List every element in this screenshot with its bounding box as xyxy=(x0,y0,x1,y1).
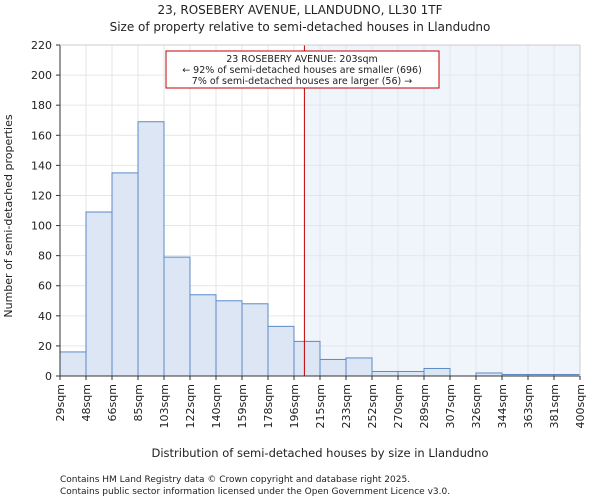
annotation-line-3: 7% of semi-detached houses are larger (5… xyxy=(192,76,412,87)
x-tick-label: 178sqm xyxy=(262,384,275,428)
x-tick-label: 85sqm xyxy=(132,384,145,421)
x-axis-label: Distribution of semi-detached houses by … xyxy=(151,446,488,460)
annotation-line-1: 23 ROSEBERY AVENUE: 203sqm xyxy=(226,54,378,65)
x-tick-label: 307sqm xyxy=(444,384,457,428)
x-tick-label: 159sqm xyxy=(236,384,249,428)
y-tick-label: 140 xyxy=(31,159,52,172)
bar-215sqm xyxy=(319,358,347,377)
x-tick-label: 103sqm xyxy=(158,384,171,428)
x-tick-label: 215sqm xyxy=(314,384,327,428)
bar-178sqm xyxy=(267,325,295,377)
y-tick-label: 100 xyxy=(31,220,52,233)
bar-85sqm xyxy=(137,121,165,377)
x-tick-label: 48sqm xyxy=(80,384,93,421)
y-tick-label: 80 xyxy=(38,250,52,263)
x-tick-label: 122sqm xyxy=(184,384,197,428)
bar-122sqm xyxy=(189,294,217,377)
x-tick-label: 29sqm xyxy=(54,384,67,421)
annotation-box xyxy=(165,50,440,89)
x-tick-label: 344sqm xyxy=(496,384,509,428)
bar-140sqm xyxy=(215,300,243,377)
y-tick-label: 180 xyxy=(31,99,52,112)
y-axis-label: Number of semi-detached properties xyxy=(2,114,15,317)
x-tick-label: 233sqm xyxy=(340,384,353,428)
chart-title: 23, ROSEBERY AVENUE, LLANDUDNO, LL30 1TF xyxy=(157,3,442,17)
x-tick-label: 289sqm xyxy=(418,384,431,428)
y-tick-label: 200 xyxy=(31,69,52,82)
x-tick-label: 381sqm xyxy=(548,384,561,428)
y-tick-label: 160 xyxy=(31,129,52,142)
bar-29sqm xyxy=(59,351,87,377)
larger-region-shade xyxy=(304,45,580,376)
annotation-line-2: ← 92% of semi-detached houses are smalle… xyxy=(182,65,422,76)
bar-270sqm xyxy=(397,370,425,377)
bar-66sqm xyxy=(111,172,139,377)
chart-subtitle: Size of property relative to semi-detach… xyxy=(110,20,491,34)
footer-line-2: Contains public sector information licen… xyxy=(60,487,450,497)
x-tick-label: 363sqm xyxy=(522,384,535,428)
bar-159sqm xyxy=(241,303,269,377)
bar-233sqm xyxy=(345,357,373,377)
y-tick-label: 20 xyxy=(38,340,52,353)
bar-252sqm xyxy=(371,370,399,377)
x-tick-label: 400sqm xyxy=(574,384,587,428)
x-tick-label: 140sqm xyxy=(210,384,223,428)
bar-48sqm xyxy=(85,211,113,377)
y-tick-label: 120 xyxy=(31,189,52,202)
x-tick-label: 196sqm xyxy=(288,384,301,428)
x-tick-label: 326sqm xyxy=(470,384,483,428)
x-tick-label: 270sqm xyxy=(392,384,405,428)
bar-103sqm xyxy=(163,256,191,377)
plot-area: 0 20 40 60 80 100 120 140 160 180 200 220 29sqm 48sqm… xyxy=(31,39,587,428)
x-tick-label: 252sqm xyxy=(366,384,379,428)
x-tick-label: 66sqm xyxy=(106,384,119,421)
bar-289sqm xyxy=(423,367,451,377)
y-tick-label: 220 xyxy=(31,39,52,52)
bar-196sqm xyxy=(293,340,321,377)
y-tick-label: 40 xyxy=(38,310,52,323)
y-tick-label: 60 xyxy=(38,280,52,293)
y-tick-label: 0 xyxy=(45,370,52,383)
footer-line-1: Contains HM Land Registry data © Crown c… xyxy=(60,475,410,485)
